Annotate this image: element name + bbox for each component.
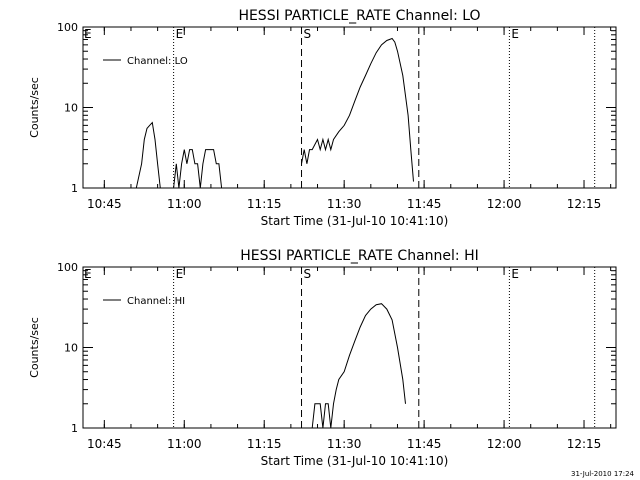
x-tick-label: 11:00 [167,437,202,451]
series-line-segment [135,121,161,189]
chart-title: HESSI PARTICLE_RATE Channel: HI [240,248,478,264]
marker-label: S [304,267,312,281]
x-tick-label: 11:30 [327,437,362,451]
x-tick-label: 12:15 [567,437,602,451]
legend-label: Channel: LO [127,56,188,67]
marker-label: S [304,27,312,41]
corner-marker-label: E [84,27,92,41]
x-tick-label: 12:15 [567,197,602,211]
x-tick-label: 11:15 [247,197,282,211]
y-tick-label: 10 [64,342,78,355]
x-tick-label: 11:45 [407,197,442,211]
marker-label: E [176,27,184,41]
series-line-segment [301,37,414,182]
y-tick-label: 1 [71,182,78,195]
x-tick-label: 11:45 [407,437,442,451]
x-tick-label: 11:15 [247,437,282,451]
chart-title: HESSI PARTICLE_RATE Channel: LO [238,8,480,24]
plot-frame [82,266,617,429]
legend-label: Channel: HI [127,296,185,307]
y-tick-label: 1 [71,422,78,435]
series-line-segment [173,149,223,189]
x-tick-label: 11:00 [167,197,202,211]
x-tick-label: 11:30 [327,197,362,211]
marker-label: E [176,267,184,281]
y-tick-label: 100 [57,261,78,274]
corner-marker-label: E [84,267,92,281]
chart-panel-hi: HESSI PARTICLE_RATE Channel: HI Counts/se… [28,248,617,468]
marker-label: E [511,27,519,41]
x-tick-label: 10:45 [87,197,122,211]
x-axis-label: Start Time (31-Jul-10 10:41:10) [261,454,449,468]
y-axis-label: Counts/sec [28,77,41,138]
x-axis-label: Start Time (31-Jul-10 10:41:10) [261,214,449,228]
footer-timestamp: 31-Jul-2010 17:24 [570,470,634,478]
plot-frame [82,26,617,189]
y-tick-label: 100 [57,21,78,34]
chart-panel-lo: HESSI PARTICLE_RATE Channel: LO Counts/se… [28,8,617,228]
y-axis-label: Counts/sec [28,317,41,378]
x-tick-label: 12:00 [487,437,522,451]
y-tick-label: 10 [64,102,78,115]
marker-label: E [511,267,519,281]
x-tick-label: 12:00 [487,197,522,211]
series-line-segment [311,303,406,429]
x-tick-label: 10:45 [87,437,122,451]
